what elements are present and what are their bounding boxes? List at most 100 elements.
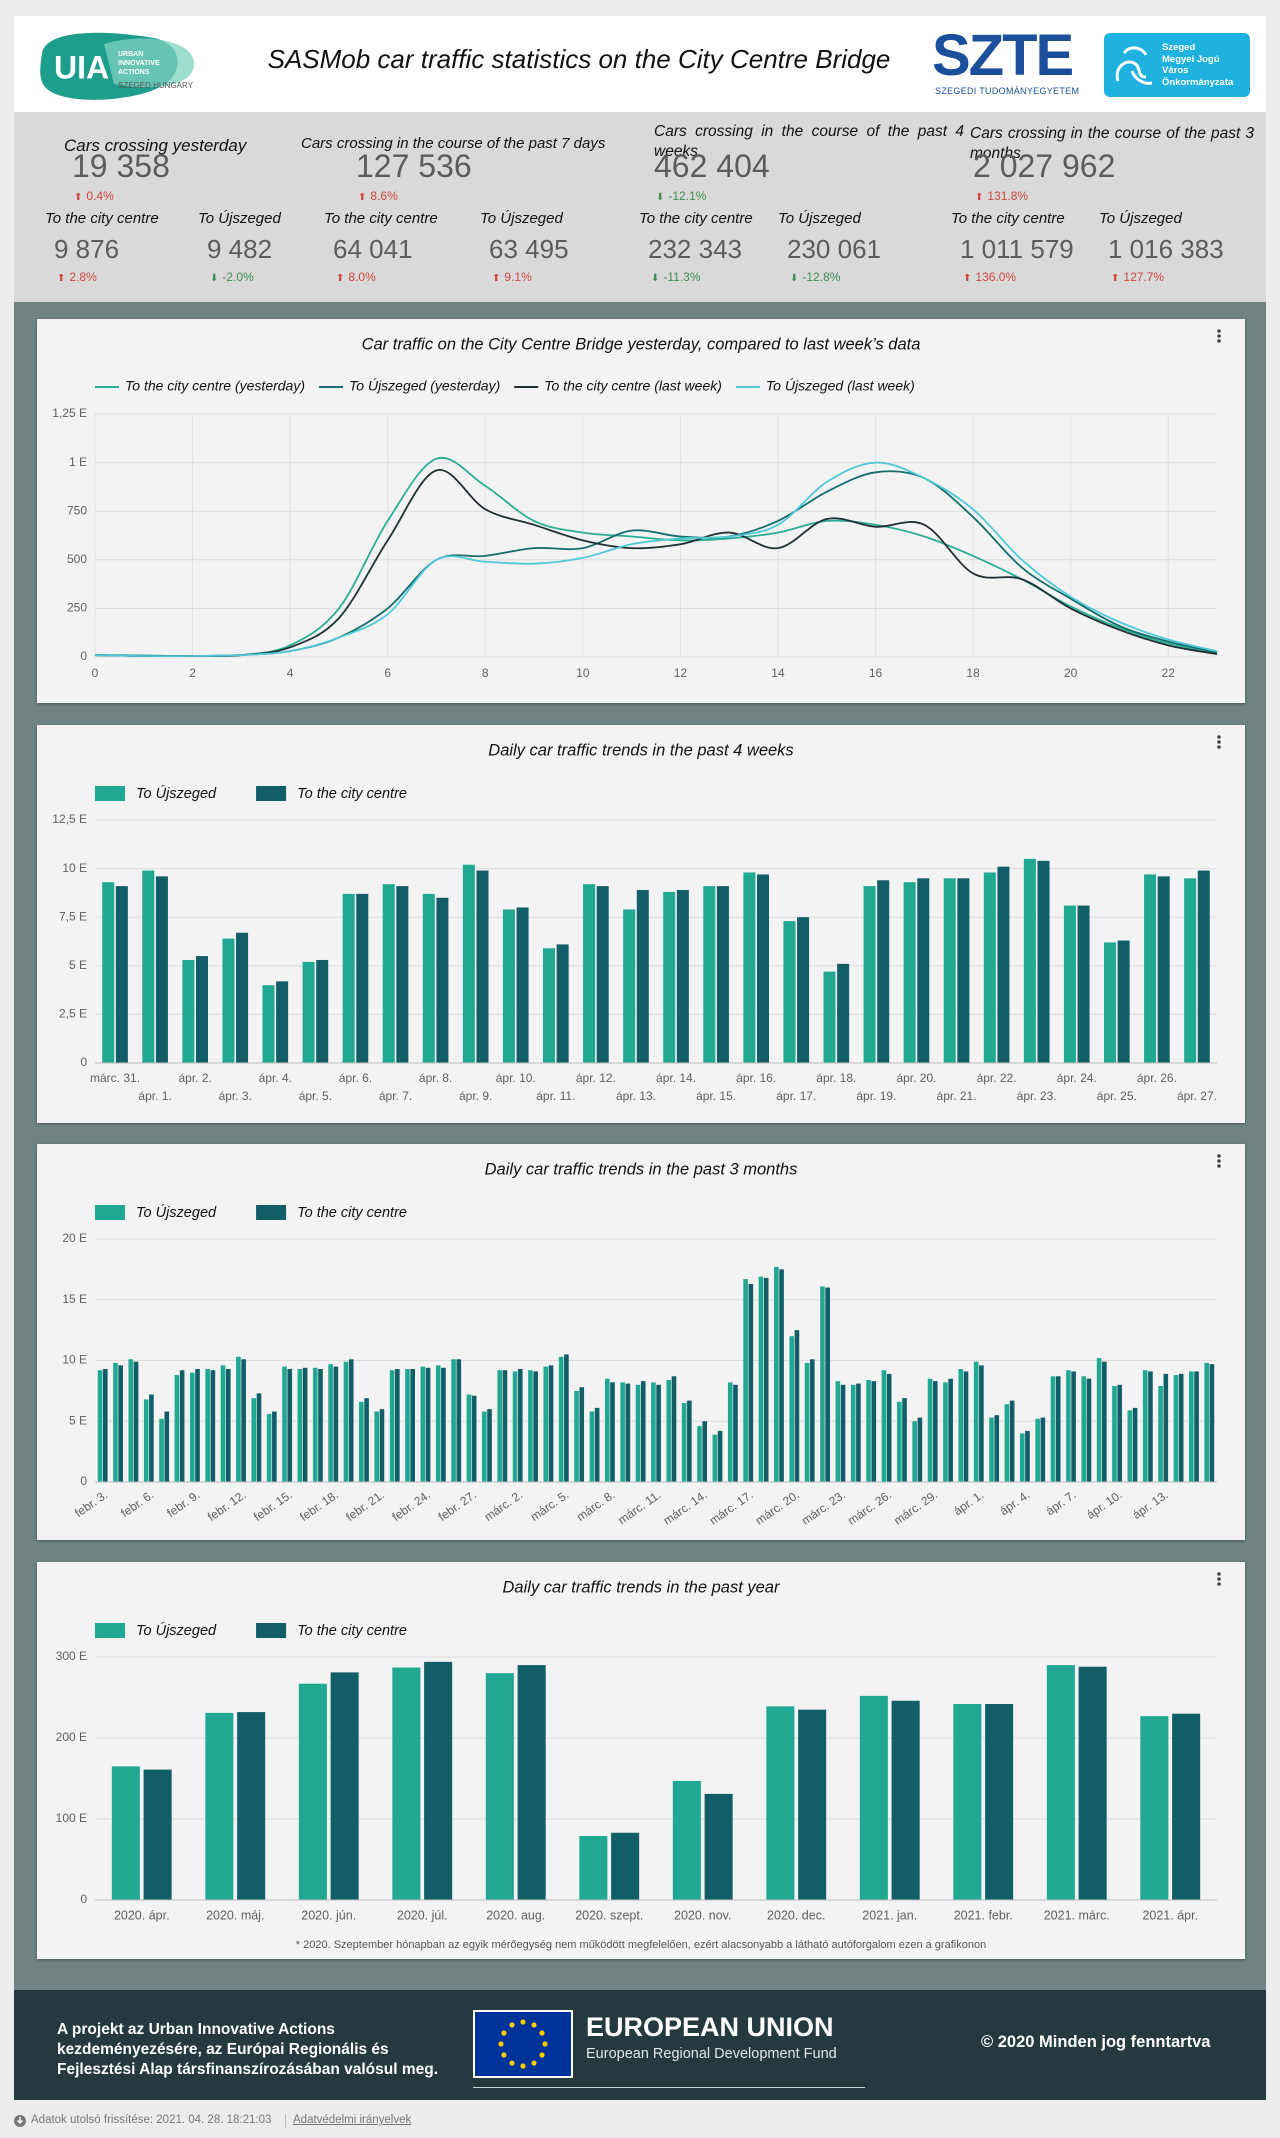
bar <box>471 1395 477 1482</box>
legend-label: To the city centre <box>297 786 407 802</box>
bar <box>395 1369 400 1482</box>
legend-swatch <box>95 1205 125 1220</box>
y-tick-label: 15 E <box>62 1292 87 1306</box>
menu-dot <box>1217 745 1221 749</box>
bar <box>210 1370 216 1482</box>
bar <box>476 870 489 1063</box>
x-tick-label: 2020. júl. <box>397 1908 448 1922</box>
bar <box>1078 1666 1107 1900</box>
bar <box>149 1394 154 1482</box>
x-tick-label: 2020. máj. <box>206 1908 264 1922</box>
eu-flag <box>473 2010 573 2078</box>
bar <box>704 1793 733 1900</box>
bar <box>225 1369 231 1482</box>
bar <box>804 1362 810 1482</box>
bar <box>651 1382 656 1482</box>
bar <box>1025 1430 1030 1482</box>
bar <box>596 886 609 1063</box>
x-tick-label: febr. 6. <box>118 1488 156 1521</box>
menu-dot <box>1217 1582 1221 1586</box>
x-tick-label: 2021. jan. <box>862 1908 917 1922</box>
bar <box>625 1383 631 1482</box>
bar <box>979 1365 984 1482</box>
bar <box>497 1370 502 1482</box>
bar <box>963 1371 969 1482</box>
legend-label: To the city centre <box>297 1623 407 1639</box>
x-tick-label: ápr. 23. <box>1017 1089 1057 1103</box>
flag-star <box>509 2022 515 2028</box>
city-icon <box>1115 46 1153 85</box>
x-tick-label: febr. 12. <box>205 1488 249 1524</box>
footer-line: A projekt az Urban Innovative Actions <box>57 2021 335 2038</box>
bar <box>342 893 355 1063</box>
city-line: Önkormányzata <box>1162 76 1234 88</box>
x-tick-label: febr. 15. <box>251 1488 295 1524</box>
change-arrow: ⬆ <box>975 192 984 203</box>
change-value: -12.1% <box>668 189 707 203</box>
bar <box>1066 1370 1071 1482</box>
bar <box>558 1356 564 1482</box>
kpi-value: 462 404 <box>654 148 770 184</box>
bar <box>871 1381 877 1482</box>
change-arrow: ⬆ <box>74 192 83 203</box>
chart-card: Daily car traffic trends in the past 3 m… <box>37 1144 1245 1540</box>
bar <box>1103 942 1117 1063</box>
x-tick-label: ápr. 8. <box>419 1071 452 1085</box>
chart-title: Daily car traffic trends in the past 4 w… <box>488 741 793 759</box>
bar <box>435 1365 441 1482</box>
bar <box>517 1665 546 1900</box>
change-value: 127.7% <box>1123 270 1165 284</box>
x-tick-label: 2020. ápr. <box>114 1908 170 1922</box>
bar <box>881 1370 887 1482</box>
change-arrow: ⬇ <box>210 273 219 284</box>
x-tick-label: márc. 5. <box>528 1488 572 1524</box>
y-tick-label: 12,5 E <box>52 812 87 826</box>
bar <box>564 1354 569 1482</box>
bar <box>1063 905 1076 1063</box>
x-tick-label: ápr. 1. <box>138 1089 171 1103</box>
bar <box>102 882 115 1063</box>
bar <box>359 1401 364 1482</box>
legend-label: To the city centre (yesterday) <box>125 378 305 394</box>
menu-dot <box>1217 339 1221 343</box>
x-tick-label: ápr. 17. <box>776 1089 816 1103</box>
change-arrow: ⬆ <box>336 273 345 284</box>
flag-star <box>501 2052 507 2058</box>
logo-line: ACTIONS <box>118 69 150 76</box>
bar <box>512 1371 518 1482</box>
header: UIA URBAN INNOVATIVE ACTIONS SZEGED HUNG… <box>14 16 1266 112</box>
bar <box>1050 1376 1056 1482</box>
bar <box>912 1421 917 1482</box>
bar <box>1086 1378 1092 1482</box>
bar <box>798 1709 827 1900</box>
chart-card: Daily car traffic trends in the past yea… <box>37 1562 1245 1959</box>
bar <box>1140 1716 1169 1900</box>
bar <box>343 1361 349 1482</box>
change-value: -12.8% <box>802 270 841 284</box>
logo-text: UIA <box>54 49 109 85</box>
kpi-sub-value: 63 495 <box>489 234 569 264</box>
bar <box>671 1376 677 1482</box>
x-tick-label: 22 <box>1162 666 1176 680</box>
bar <box>462 864 475 1063</box>
city-line: Megyei Jogú <box>1162 53 1220 65</box>
bar <box>859 1695 888 1900</box>
kpi-title: Cars crossing in the course of the past … <box>654 123 964 160</box>
change-arrow: ⬇ <box>790 273 799 284</box>
logo-location: SZEGED HUNGARY <box>118 81 194 90</box>
city-logo: Szeged Megyei Jogú Város Önkormányzata <box>1104 33 1250 97</box>
bar <box>579 1836 608 1900</box>
privacy-link[interactable]: Adatvédelmi irányelvek <box>293 2114 412 2126</box>
x-tick-label: ápr. 4. <box>259 1071 292 1085</box>
legend-swatch <box>95 1623 125 1638</box>
bar <box>594 1407 600 1482</box>
bar <box>142 870 155 1063</box>
y-tick-label: 10 E <box>62 861 87 875</box>
bar <box>1077 905 1090 1063</box>
flag-star <box>520 2063 526 2069</box>
bar <box>1019 1433 1025 1482</box>
kpi-change: ⬆ 2.8% <box>57 270 97 284</box>
bar <box>902 1398 907 1482</box>
change-value: 0.4% <box>86 189 114 203</box>
